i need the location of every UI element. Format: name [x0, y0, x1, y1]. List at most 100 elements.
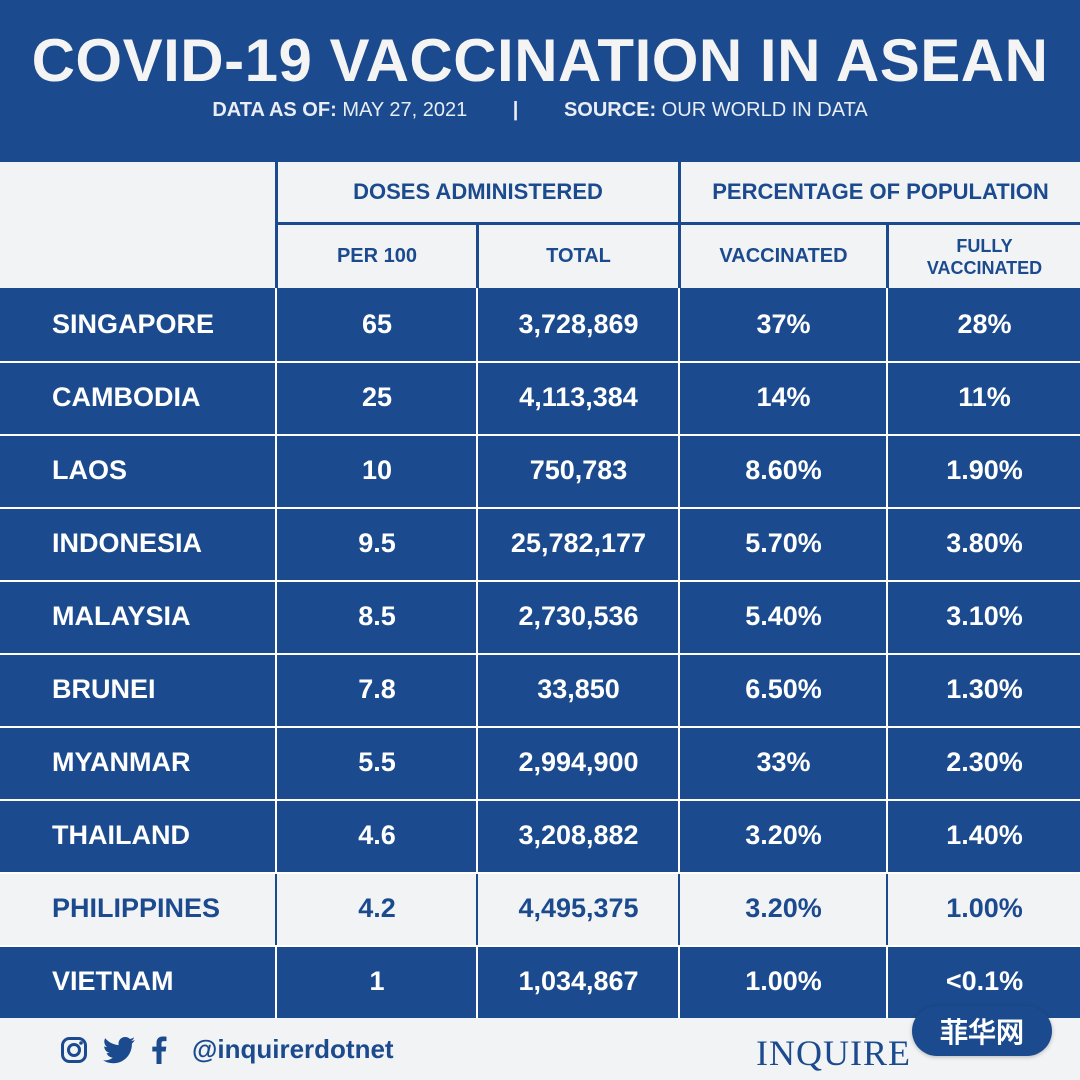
- fully-cell: 11%: [958, 382, 1011, 412]
- per100-cell: 1: [369, 966, 385, 996]
- per100-cell: 7.8: [358, 674, 396, 704]
- total-cell: 4,113,384: [519, 382, 638, 412]
- fully-cell: 28%: [957, 309, 1012, 339]
- subheader-vaccinated: VACCINATED: [719, 245, 848, 267]
- header-divider: [476, 225, 479, 288]
- brand-logo: INQUIRE: [756, 1033, 911, 1073]
- column-divider: [476, 872, 478, 945]
- vaccinated-cell: 37%: [756, 309, 811, 339]
- vaccinated-cell: 14%: [756, 382, 811, 412]
- table-row: THAILAND 4.6 3,208,882 3.20% 1.40%: [0, 799, 1080, 872]
- social-handle[interactable]: @inquirerdotnet: [192, 1034, 394, 1064]
- vaccinated-cell: 5.70%: [745, 528, 822, 558]
- table-row: CAMBODIA 25 4,113,384 14% 11%: [0, 361, 1080, 434]
- per100-cell: 9.5: [358, 528, 396, 558]
- column-divider: [275, 361, 277, 434]
- column-divider: [476, 799, 478, 872]
- watermark-badge: 菲华网: [912, 1006, 1052, 1056]
- per100-cell: 4.6: [358, 820, 396, 850]
- fully-cell: 2.30%: [946, 747, 1023, 777]
- column-divider: [476, 945, 478, 1018]
- twitter-icon[interactable]: [102, 1036, 136, 1064]
- row-divider: [0, 434, 1080, 436]
- per100-cell: 10: [361, 455, 393, 485]
- table-row: SINGAPORE 65 3,728,869 37% 28%: [0, 288, 1080, 361]
- page-title: COVID-19 VACCINATION IN ASEAN: [31, 27, 1049, 94]
- column-divider: [678, 653, 680, 726]
- column-divider: [886, 288, 888, 361]
- header-divider: [275, 222, 1080, 225]
- facebook-icon[interactable]: [150, 1036, 168, 1064]
- column-divider: [678, 288, 680, 361]
- vaccinated-cell: 33%: [756, 747, 811, 777]
- table-row: MYANMAR 5.5 2,994,900 33% 2.30%: [0, 726, 1080, 799]
- header-banner: COVID-19 VACCINATION IN ASEAN DATA AS OF…: [0, 0, 1080, 162]
- total-cell: 2,994,900: [518, 747, 639, 777]
- country-cell: CAMBODIA: [52, 382, 201, 412]
- fully-cell: 1.30%: [946, 674, 1023, 704]
- row-divider: [0, 872, 1080, 874]
- footer: @inquirerdotnet INQUIRE: [0, 1018, 1080, 1080]
- date-value: MAY 27, 2021: [342, 99, 468, 121]
- column-divider: [476, 580, 478, 653]
- vaccinated-cell: 3.20%: [745, 820, 822, 850]
- fully-cell: 1.40%: [946, 820, 1023, 850]
- row-divider: [0, 726, 1080, 728]
- social-links: @inquirerdotnet: [60, 1034, 394, 1065]
- table-row: MALAYSIA 8.5 2,730,536 5.40% 3.10%: [0, 580, 1080, 653]
- table-row: LAOS 10 750,783 8.60% 1.90%: [0, 434, 1080, 507]
- column-divider: [476, 361, 478, 434]
- per100-cell: 8.5: [358, 601, 396, 631]
- source-label: SOURCE:: [563, 99, 657, 121]
- total-cell: 33,850: [537, 674, 620, 704]
- column-divider: [275, 872, 277, 945]
- per100-cell: 65: [361, 309, 393, 339]
- header-divider: [275, 162, 278, 288]
- fully-cell: 3.80%: [946, 528, 1023, 558]
- country-cell: VIETNAM: [52, 966, 174, 996]
- column-divider: [275, 434, 277, 507]
- country-cell: BRUNEI: [52, 674, 156, 704]
- row-divider: [0, 945, 1080, 947]
- fully-cell: 3.10%: [946, 601, 1023, 631]
- column-divider: [678, 945, 680, 1018]
- country-cell: MYANMAR: [52, 747, 191, 777]
- instagram-icon[interactable]: [60, 1036, 88, 1064]
- row-divider: [0, 361, 1080, 363]
- country-cell: SINGAPORE: [52, 309, 215, 339]
- column-divider: [275, 507, 277, 580]
- table-row: PHILIPPINES 4.2 4,495,375 3.20% 1.00%: [0, 872, 1080, 945]
- column-divider: [275, 288, 277, 361]
- fully-cell: 1.00%: [946, 893, 1023, 923]
- per100-cell: 4.2: [358, 893, 396, 923]
- row-divider: [0, 653, 1080, 655]
- header-divider: [886, 225, 889, 288]
- vaccinated-cell: 1.00%: [745, 966, 822, 996]
- column-divider: [678, 507, 680, 580]
- total-cell: 750,783: [529, 455, 628, 485]
- row-divider: [0, 799, 1080, 801]
- country-cell: INDONESIA: [52, 528, 203, 558]
- column-divider: [886, 653, 888, 726]
- column-divider: [886, 945, 888, 1018]
- group-header-percentage: PERCENTAGE OF POPULATION: [712, 179, 1049, 204]
- vaccination-table: DOSES ADMINISTERED PERCENTAGE OF POPULAT…: [0, 162, 1080, 1018]
- country-cell: THAILAND: [52, 820, 190, 850]
- per100-cell: 25: [361, 382, 393, 412]
- vaccinated-cell: 6.50%: [745, 674, 822, 704]
- table-row: BRUNEI 7.8 33,850 6.50% 1.30%: [0, 653, 1080, 726]
- separator: |: [512, 99, 519, 121]
- vaccinated-cell: 3.20%: [745, 893, 822, 923]
- fully-cell: <0.1%: [945, 966, 1024, 996]
- vaccinated-cell: 8.60%: [745, 455, 822, 485]
- total-cell: 25,782,177: [510, 528, 647, 558]
- column-divider: [275, 653, 277, 726]
- column-divider: [678, 361, 680, 434]
- column-divider: [275, 945, 277, 1018]
- column-divider: [476, 288, 478, 361]
- vaccinated-cell: 5.40%: [745, 601, 822, 631]
- column-divider: [678, 726, 680, 799]
- column-divider: [886, 580, 888, 653]
- column-divider: [886, 799, 888, 872]
- column-divider: [886, 507, 888, 580]
